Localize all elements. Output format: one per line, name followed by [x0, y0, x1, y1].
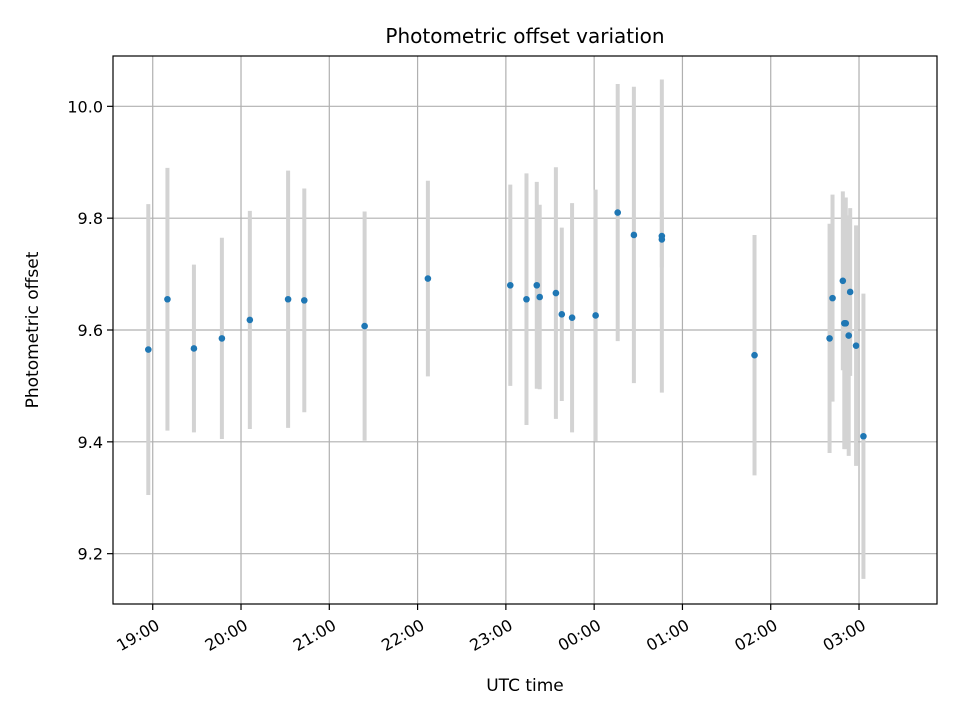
y-tick-layer: 9.2 9.4 9.6 9.8 10.0	[67, 97, 113, 564]
data-point	[533, 281, 541, 289]
data-point	[614, 209, 621, 216]
data-point	[630, 231, 638, 239]
data-point	[424, 275, 432, 282]
data-point	[839, 277, 847, 285]
data-point	[558, 311, 566, 318]
data-point	[246, 316, 254, 324]
x-tick-label: 01:00	[643, 615, 692, 655]
data-point	[284, 295, 292, 303]
data-point	[190, 345, 198, 352]
point-layer	[145, 209, 867, 440]
data-point	[658, 236, 666, 243]
data-point	[523, 295, 530, 303]
x-tick-label: 02:00	[731, 615, 780, 655]
data-point	[846, 288, 854, 296]
x-tick-label: 20:00	[202, 615, 251, 655]
data-point	[300, 297, 308, 304]
x-tick-label: 23:00	[466, 615, 515, 655]
y-axis-label: Photometric offset	[23, 251, 43, 408]
x-tick-label: 21:00	[290, 615, 339, 655]
data-point	[568, 314, 576, 321]
y-tick-label: 9.4	[78, 433, 103, 452]
chart-title: Photometric offset variation	[385, 24, 664, 48]
data-point	[860, 432, 867, 440]
data-point	[852, 342, 860, 349]
data-point	[552, 289, 560, 297]
data-point	[361, 322, 368, 330]
y-tick-label: 9.8	[78, 209, 103, 228]
y-tick-label: 10.0	[67, 97, 103, 116]
data-point	[592, 312, 599, 319]
x-tick-layer: 19:00 20:00 21:00 22:00 23:00 00:00 01:00 02:00…	[113, 604, 869, 655]
x-tick-label: 22:00	[378, 615, 427, 655]
data-point	[845, 332, 853, 339]
data-point	[506, 281, 514, 289]
data-point	[164, 295, 171, 303]
x-tick-label: 19:00	[113, 615, 162, 655]
x-tick-label: 03:00	[820, 615, 869, 655]
y-tick-label: 9.2	[78, 545, 103, 564]
data-point	[829, 294, 836, 302]
data-point	[145, 346, 152, 353]
data-point	[826, 335, 833, 342]
data-point	[842, 319, 850, 327]
x-axis-label: UTC time	[486, 676, 564, 696]
data-point	[751, 351, 758, 359]
x-tick-label: 00:00	[555, 615, 604, 655]
data-point	[536, 293, 544, 301]
data-point	[218, 335, 226, 342]
y-tick-label: 9.6	[78, 321, 103, 340]
